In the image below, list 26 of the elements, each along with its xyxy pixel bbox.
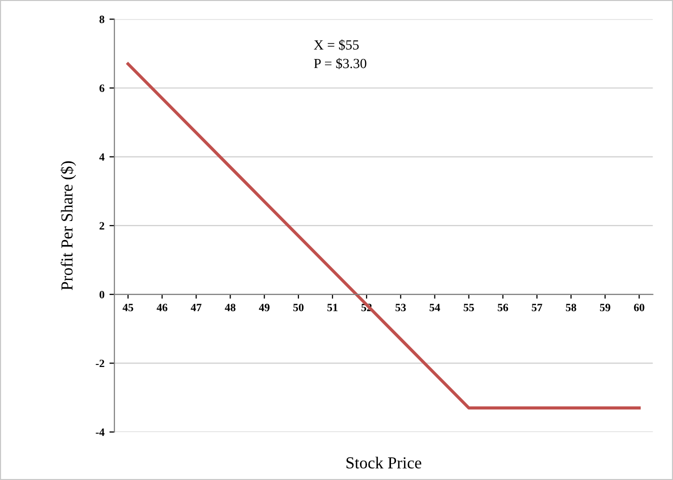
x-tick-label: 54 (430, 304, 440, 312)
x-tick-label: 50 (293, 304, 304, 312)
y-tick-label: -4 (96, 428, 104, 436)
x-tick-label: 46 (156, 304, 168, 312)
annotation: P = $3.30 (314, 58, 366, 70)
x-tick-label: 51 (327, 304, 338, 312)
x-tick-label: 60 (634, 304, 644, 312)
x-tick-label: 48 (224, 304, 236, 312)
x-tick-label: 57 (532, 304, 542, 312)
x-tick-label: 56 (498, 304, 508, 312)
y-tick-label: 2 (100, 222, 104, 230)
x-tick-label: 58 (566, 304, 576, 312)
x-tick-label: 49 (258, 304, 270, 312)
y-tick-label: 0 (100, 290, 104, 298)
annotation: X = $55 (314, 39, 359, 51)
x-tick-label: 47 (190, 304, 202, 312)
x-tick-label: 59 (600, 304, 610, 312)
x-tick-label: 53 (396, 304, 406, 312)
x-tick-label: 45 (122, 304, 134, 312)
x-axis-title: Stock Price (346, 456, 422, 468)
y-tick-label: 6 (100, 84, 104, 92)
y-tick-label: -2 (96, 360, 104, 368)
x-tick-label: 55 (464, 304, 474, 312)
y-axis-title: Profit Per Share ($) (60, 161, 76, 290)
y-tick-label: 4 (99, 153, 104, 161)
y-tick-label: 8 (100, 16, 104, 24)
